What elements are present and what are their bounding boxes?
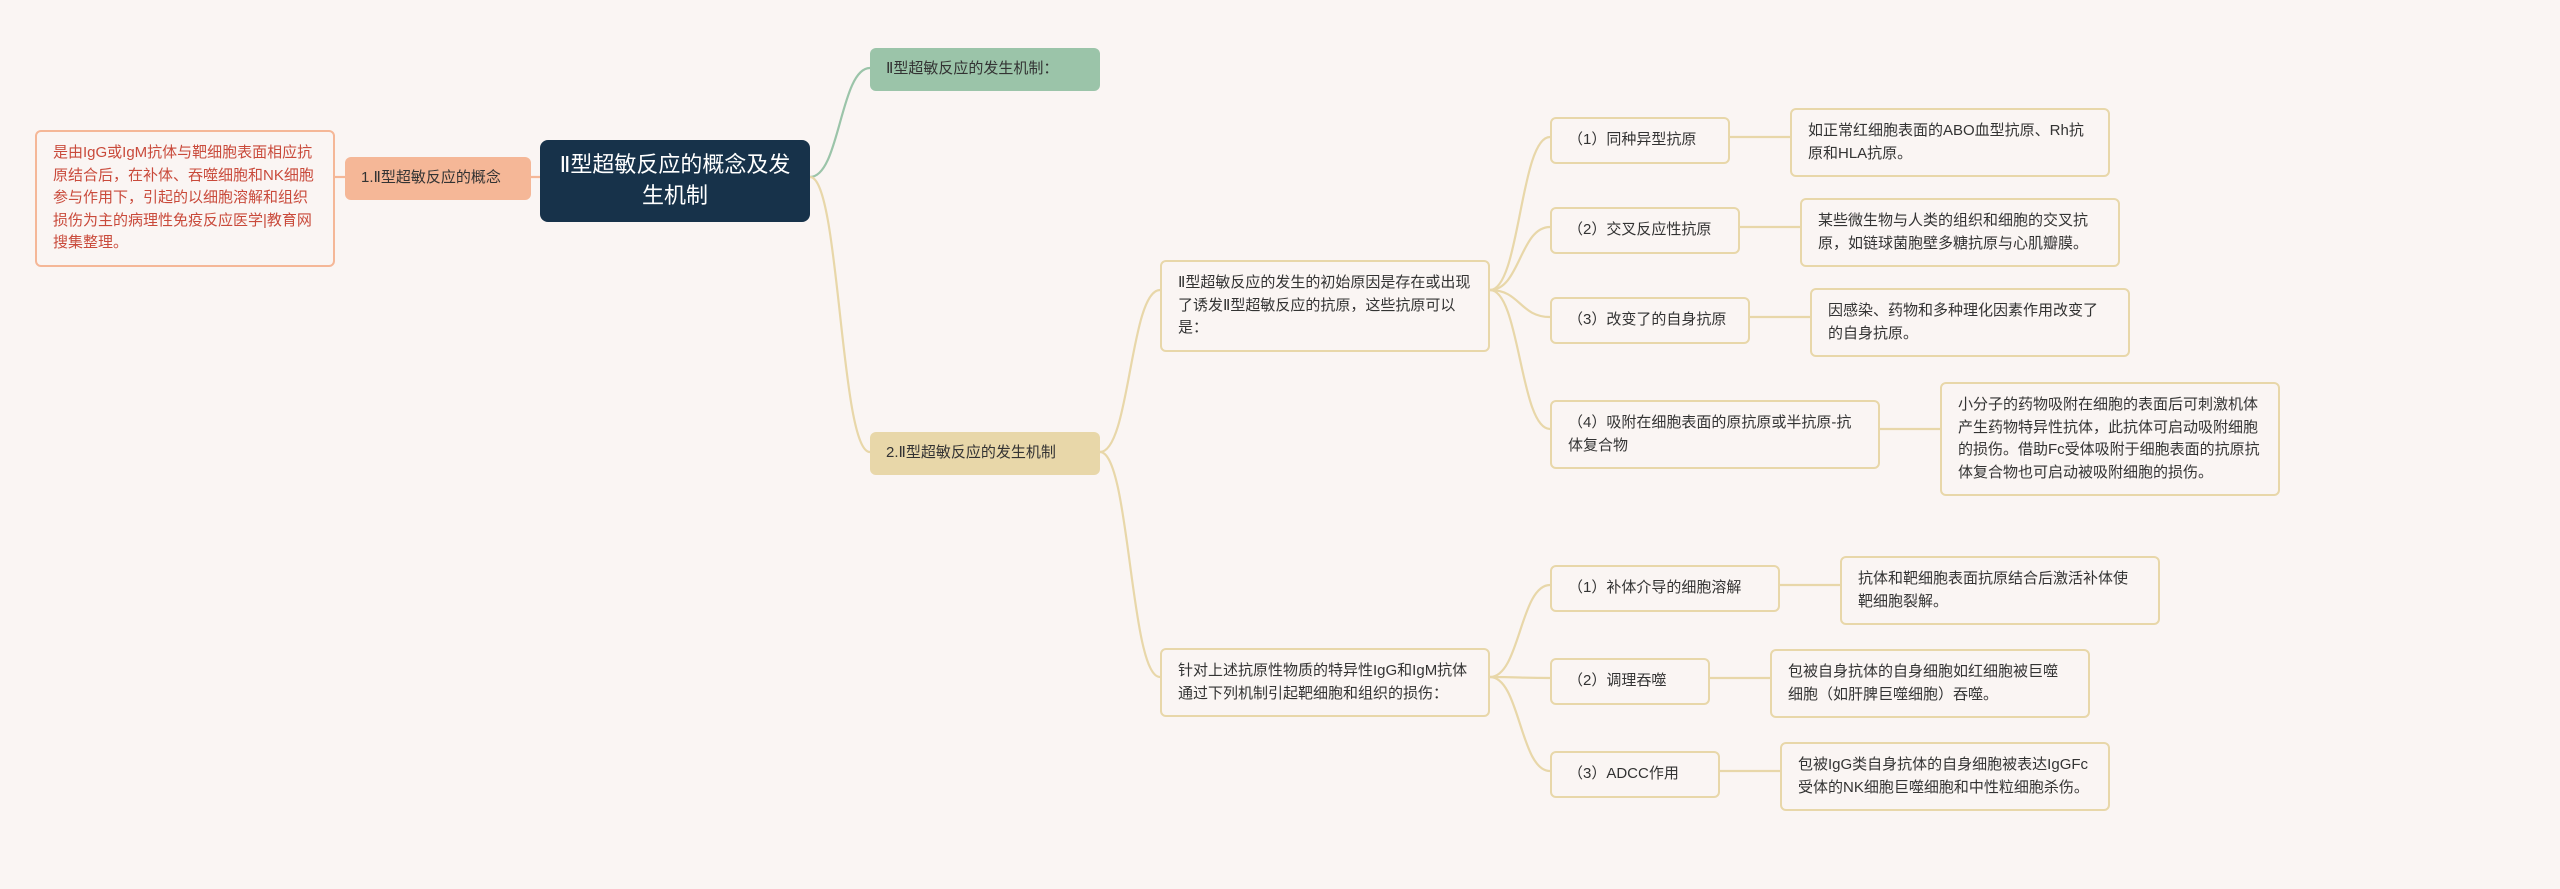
node-mech-1-detail[interactable]: 抗体和靶细胞表面抗原结合后激活补体使靶细胞裂解。 — [1840, 556, 2160, 625]
node-cause-1-detail[interactable]: 如正常红细胞表面的ABO血型抗原、Rh抗原和HLA抗原。 — [1790, 108, 2110, 177]
node-mech-1[interactable]: （1）补体介导的细胞溶解 — [1550, 565, 1780, 612]
node-mech-intro[interactable]: 针对上述抗原性物质的特异性IgG和IgM抗体通过下列机制引起靶细胞和组织的损伤： — [1160, 648, 1490, 717]
node-cause-3-detail[interactable]: 因感染、药物和多种理化因素作用改变了的自身抗原。 — [1810, 288, 2130, 357]
node-cause-2[interactable]: （2）交叉反应性抗原 — [1550, 207, 1740, 254]
node-cause-3[interactable]: （3）改变了的自身抗原 — [1550, 297, 1750, 344]
node-mech-2-detail[interactable]: 包被自身抗体的自身细胞如红细胞被巨噬细胞（如肝脾巨噬细胞）吞噬。 — [1770, 649, 2090, 718]
node-mechanism[interactable]: 2.Ⅱ型超敏反应的发生机制 — [870, 432, 1100, 475]
node-cause-1[interactable]: （1）同种异型抗原 — [1550, 117, 1730, 164]
node-mechanism-title[interactable]: Ⅱ型超敏反应的发生机制： — [870, 48, 1100, 91]
node-mech-2[interactable]: （2）调理吞噬 — [1550, 658, 1710, 705]
root-node[interactable]: Ⅱ型超敏反应的概念及发 生机制 — [540, 140, 810, 222]
node-concept-detail[interactable]: 是由IgG或IgM抗体与靶细胞表面相应抗原结合后，在补体、吞噬细胞和NK细胞参与… — [35, 130, 335, 267]
node-mech-3[interactable]: （3）ADCC作用 — [1550, 751, 1720, 798]
node-cause-2-detail[interactable]: 某些微生物与人类的组织和细胞的交叉抗原，如链球菌胞壁多糖抗原与心肌瓣膜。 — [1800, 198, 2120, 267]
root-line2: 生机制 — [642, 181, 708, 212]
node-cause-4-detail[interactable]: 小分子的药物吸附在细胞的表面后可刺激机体产生药物特异性抗体，此抗体可启动吸附细胞… — [1940, 382, 2280, 496]
node-cause-intro[interactable]: Ⅱ型超敏反应的发生的初始原因是存在或出现了诱发Ⅱ型超敏反应的抗原，这些抗原可以是… — [1160, 260, 1490, 352]
node-concept[interactable]: 1.Ⅱ型超敏反应的概念 — [345, 157, 531, 200]
root-line1: Ⅱ型超敏反应的概念及发 — [560, 150, 791, 181]
node-mech-3-detail[interactable]: 包被IgG类自身抗体的自身细胞被表达IgGFc受体的NK细胞巨噬细胞和中性粒细胞… — [1780, 742, 2110, 811]
node-cause-4[interactable]: （4）吸附在细胞表面的原抗原或半抗原-抗体复合物 — [1550, 400, 1880, 469]
